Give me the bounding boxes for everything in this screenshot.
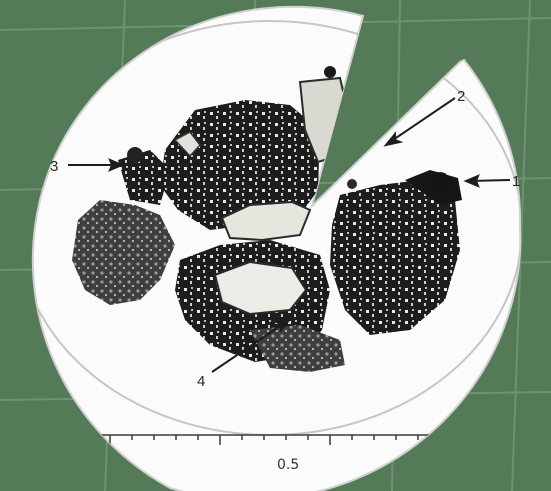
particle-cluster	[72, 66, 462, 372]
annotation-arrows	[68, 97, 511, 373]
label-3: 3	[50, 158, 58, 175]
label-1: 1	[512, 173, 520, 190]
grain-middle	[220, 200, 312, 242]
label-2: 2	[457, 88, 465, 105]
label-4: 4	[197, 373, 205, 390]
scale-bar-label: 0.5	[277, 457, 299, 473]
grain-lower	[213, 260, 308, 316]
